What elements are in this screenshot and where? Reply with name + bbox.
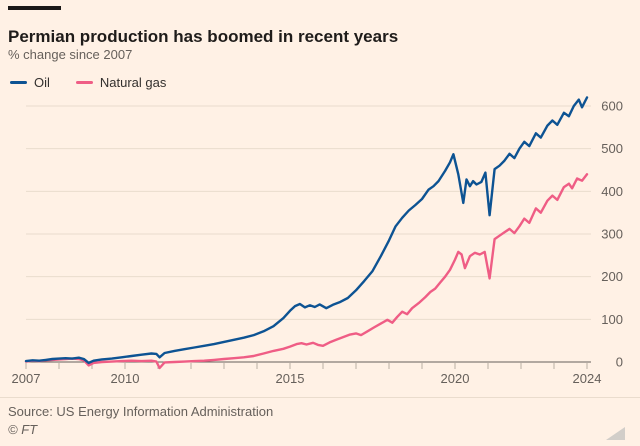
y-axis-label: 100 — [601, 312, 623, 327]
x-axis-label: 2010 — [111, 371, 140, 386]
natural-gas-line — [24, 173, 589, 370]
ft-copyright: © FT — [8, 422, 38, 437]
natural-gas-swatch — [75, 80, 93, 85]
x-axis-label: 2015 — [276, 371, 305, 386]
chart-subtitle: % change since 2007 — [8, 47, 133, 62]
legend-label-natural-gas: Natural gas — [99, 75, 167, 90]
oil-line — [24, 96, 589, 365]
y-axis-label: 300 — [601, 227, 623, 242]
y-axis-label: 600 — [601, 99, 623, 114]
legend-item-natural-gas: Natural gas — [75, 75, 167, 90]
source-line: Source: US Energy Information Administra… — [8, 404, 274, 419]
footer-divider — [0, 397, 640, 398]
legend-item-oil: Oil — [10, 75, 50, 90]
chart-title: Permian production has boomed in recent … — [8, 27, 399, 47]
ft-top-bar — [8, 6, 61, 10]
x-axis-label: 2007 — [12, 371, 41, 386]
y-axis-label: 200 — [601, 269, 623, 284]
resize-handle-icon[interactable] — [606, 427, 625, 440]
oil-swatch — [10, 80, 27, 85]
y-axis-label: 500 — [601, 141, 623, 156]
y-axis-label: 0 — [616, 355, 623, 370]
x-axis-label: 2020 — [441, 371, 470, 386]
legend-label-oil: Oil — [34, 75, 50, 90]
legend: Oil Natural gas — [10, 75, 166, 90]
y-axis-label: 400 — [601, 184, 623, 199]
x-axis-label: 2024 — [573, 371, 602, 386]
